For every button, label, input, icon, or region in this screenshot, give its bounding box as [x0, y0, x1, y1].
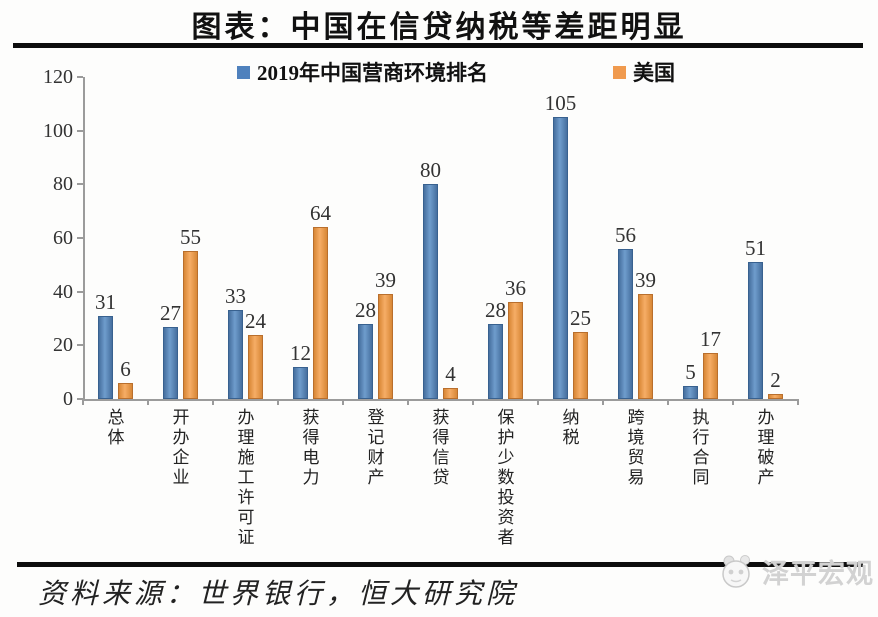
y-axis-line [83, 77, 85, 400]
watermark-text: 泽平宏观 [762, 558, 874, 589]
bar-value-label: 2 [770, 368, 781, 392]
bar-china [488, 324, 503, 399]
x-axis-category-label: 登记财产 [364, 408, 384, 488]
bar-china [748, 262, 763, 399]
bar-usa [443, 388, 458, 399]
bar-china [683, 386, 698, 399]
bar-china [358, 324, 373, 399]
x-axis-tick [147, 399, 149, 405]
bar-china [98, 316, 113, 399]
x-axis-tick [537, 399, 539, 405]
bar-value-label: 5 [685, 360, 696, 384]
x-axis-tick [277, 399, 279, 405]
bar-value-label: 105 [544, 91, 577, 115]
y-axis-tick [77, 398, 83, 400]
y-axis-tick-label: 80 [53, 173, 73, 196]
x-axis-tick [407, 399, 409, 405]
legend-label-china: 2019年中国营商环境排名 [257, 61, 488, 85]
x-axis-tick [212, 399, 214, 405]
bar-usa [248, 335, 263, 399]
bar-china [228, 310, 243, 399]
x-axis-category-label: 获得信贷 [429, 408, 449, 488]
watermark: 泽平宏观 [720, 551, 874, 591]
bar-value-label: 27 [160, 301, 181, 325]
y-axis-tick [77, 183, 83, 186]
x-axis-tick [472, 399, 474, 405]
x-axis-category-label: 开办企业 [169, 408, 189, 488]
bar-value-label: 25 [570, 306, 591, 330]
bar-value-label: 36 [505, 276, 526, 300]
x-axis-category-label: 获得电力 [299, 408, 319, 488]
bar-value-label: 39 [635, 268, 656, 292]
bar-usa [313, 227, 328, 399]
source-text: 资料来源：世界银行，恒大研究院 [38, 579, 519, 610]
legend-swatch-china-icon [237, 65, 250, 79]
bar-usa [378, 294, 393, 399]
x-axis-category-label: 保护少数投资者 [494, 408, 514, 548]
y-axis-tick [77, 344, 83, 347]
bar-value-label: 28 [355, 298, 376, 322]
y-axis-tick-label: 100 [43, 119, 73, 142]
legend-item-china: 2019年中国营商环境排名 [237, 57, 488, 87]
bar-value-label: 51 [745, 236, 766, 260]
bar-china [618, 249, 633, 399]
y-axis-tick-label: 0 [63, 388, 73, 410]
y-axis-tick [77, 129, 83, 132]
x-axis-category-label: 办理破产 [754, 408, 774, 488]
bar-usa [638, 294, 653, 399]
x-axis-category-label: 跨境贸易 [624, 408, 644, 488]
x-axis-tick [342, 399, 344, 405]
bar-value-label: 55 [180, 225, 201, 249]
bar-usa [703, 353, 718, 399]
bar-value-label: 31 [95, 290, 116, 314]
bar-value-label: 28 [485, 298, 506, 322]
bar-usa [573, 332, 588, 399]
bottom-divider-line [17, 562, 863, 567]
top-divider-line [13, 43, 863, 48]
bar-value-label: 56 [615, 223, 636, 247]
bar-usa [183, 251, 198, 399]
y-axis-tick-label: 20 [53, 334, 73, 357]
x-axis-tick [82, 399, 84, 405]
legend-item-usa: 美国 [613, 57, 675, 87]
bar-usa [508, 302, 523, 399]
y-axis-tick [77, 237, 83, 239]
bar-value-label: 80 [420, 158, 441, 182]
x-axis-category-label: 办理施工许可证 [234, 408, 254, 548]
y-axis-tick [77, 290, 83, 293]
x-axis-line [83, 399, 799, 401]
bar-value-label: 33 [225, 284, 246, 308]
y-axis-tick-label: 120 [43, 66, 73, 88]
x-axis-category-label: 执行合同 [689, 408, 709, 488]
bar-china [293, 367, 308, 399]
bar-china [163, 327, 178, 399]
bar-value-label: 12 [290, 341, 311, 365]
x-axis-tick [602, 399, 604, 405]
chart-title: 图表：中国在信贷纳税等差距明显 [191, 11, 687, 44]
bar-value-label: 24 [245, 309, 266, 333]
x-axis-tick [667, 399, 669, 405]
x-axis-tick [797, 399, 799, 405]
bar-value-label: 17 [700, 327, 721, 351]
bar-value-label: 6 [120, 357, 131, 381]
y-axis-tick-label: 60 [53, 227, 73, 249]
legend-label-usa: 美国 [633, 61, 675, 85]
x-axis-category-label: 纳税 [559, 408, 579, 448]
x-axis-category-label: 总体 [104, 408, 124, 448]
bar-value-label: 64 [310, 201, 331, 225]
y-axis-tick-label: 40 [53, 280, 73, 303]
y-axis-tick [77, 76, 83, 78]
zeping-macro-logo-icon [722, 555, 750, 588]
bar-china [423, 184, 438, 399]
bar-usa [118, 383, 133, 399]
bar-value-label: 4 [445, 362, 456, 386]
bar-value-label: 39 [375, 268, 396, 292]
bar-usa [768, 394, 783, 399]
legend-swatch-usa-icon [613, 65, 626, 79]
x-axis-tick [732, 399, 734, 405]
bar-chart-plot: 0 20 40 60 80 100 120 31 6 总体 27 55 开办企业 33 24 办理施工许可证 1… [43, 66, 799, 548]
bar-china [553, 117, 568, 399]
